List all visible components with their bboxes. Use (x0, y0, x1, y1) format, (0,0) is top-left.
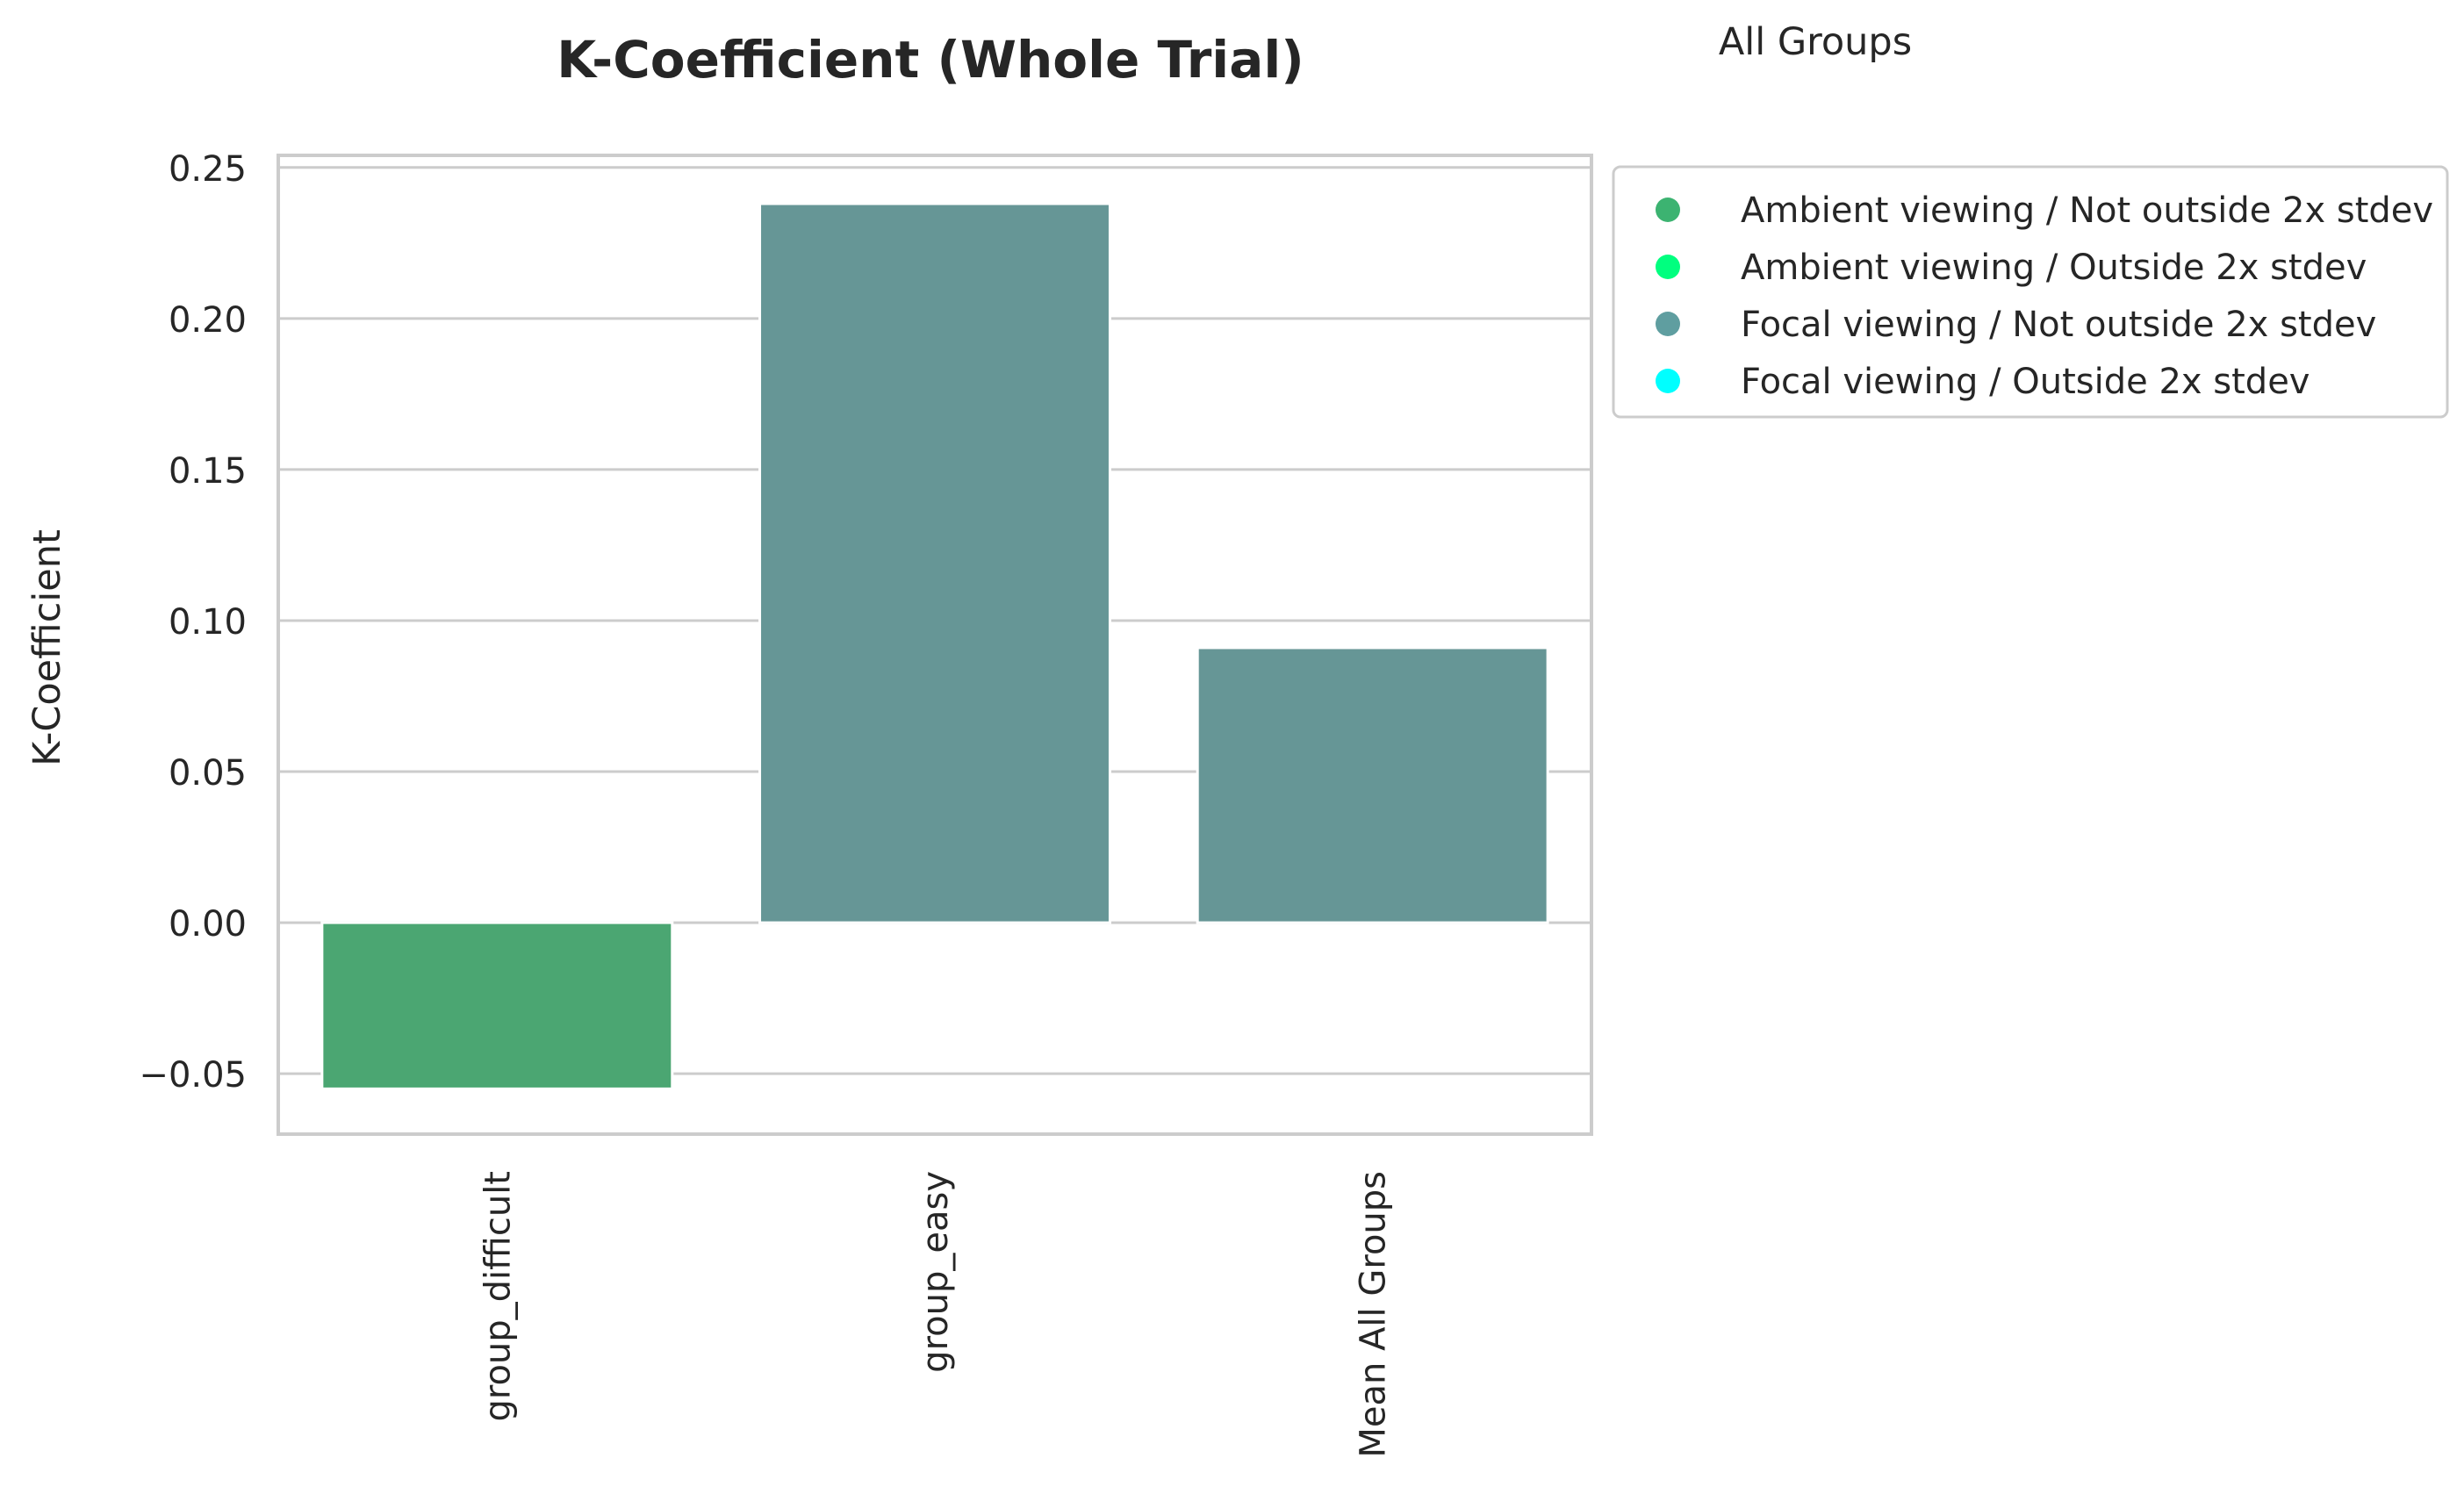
y-tick-label: 0.25 (169, 149, 247, 190)
legend-title: All Groups (1719, 20, 1912, 64)
plot-frame (277, 154, 1593, 1136)
legend-label: Focal viewing / Outside 2x stdev (1741, 362, 2310, 402)
x-tick-label: Mean All Groups (1354, 1171, 1394, 1458)
bar (1196, 646, 1549, 924)
bars (320, 202, 1549, 1090)
legend-marker (1656, 312, 1680, 336)
bar (320, 921, 674, 1090)
legend: Ambient viewing / Not outside 2x stdev Am… (1612, 165, 2449, 419)
y-axis-label: K-Coefficient (25, 529, 69, 766)
bar (758, 202, 1111, 924)
x-tick-label: group_easy (916, 1171, 956, 1373)
legend-box (1612, 165, 2449, 419)
y-tick-label: 0.20 (169, 300, 247, 341)
legend-label: Ambient viewing / Not outside 2x stdev (1741, 190, 2433, 231)
y-tick-label: 0.05 (169, 753, 247, 794)
y-tick-label: 0.10 (169, 602, 247, 643)
y-tick-label: 0.15 (169, 451, 247, 492)
legend-label: Ambient viewing / Outside 2x stdev (1741, 248, 2367, 288)
axes: −0.05 0.00 0.05 0.10 0.15 0.20 0.25 group_diffi… (139, 149, 1593, 1458)
legend-marker (1656, 255, 1680, 279)
x-tick-label: group_difficult (478, 1171, 518, 1422)
y-tick-label: 0.00 (169, 904, 247, 945)
chart-title: K-Coefficient (Whole Trial) (557, 30, 1304, 90)
legend-label: Focal viewing / Not outside 2x stdev (1741, 305, 2376, 345)
legend-marker (1656, 198, 1680, 222)
y-tick-label: −0.05 (139, 1055, 247, 1095)
legend-marker (1656, 369, 1680, 393)
